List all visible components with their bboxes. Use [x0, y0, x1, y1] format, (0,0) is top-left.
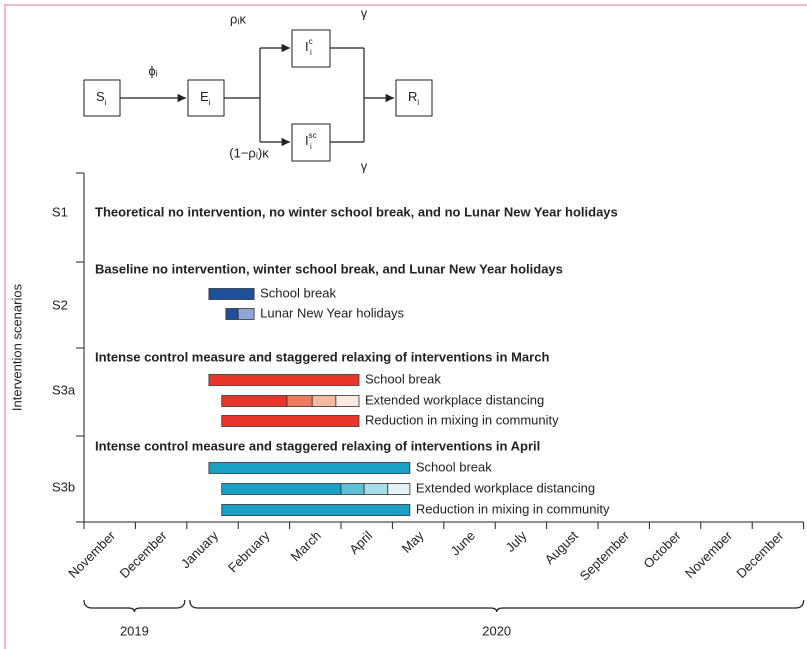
bar-segment: [221, 504, 411, 516]
bar-segment: [237, 308, 255, 320]
bar-segment: [340, 483, 365, 495]
edge-label: ϕᵢ: [148, 63, 157, 78]
connector: [330, 47, 365, 143]
scenario-title: Intense control measure and staggered re…: [95, 438, 540, 453]
bar-segment: [208, 462, 411, 474]
x-tick-label: November: [682, 527, 735, 580]
node-sub: i: [105, 98, 107, 107]
bar-segment: [208, 288, 255, 300]
node-label: Isc i: [305, 131, 317, 151]
node-sup: c: [309, 37, 313, 46]
bar-label: School break: [416, 459, 492, 474]
year-label: 2020: [482, 623, 511, 638]
x-tick-label: February: [225, 528, 273, 576]
bar-segment: [208, 374, 360, 386]
scenario-label: S3a: [52, 382, 76, 397]
bar-label: Reduction in mixing in community: [416, 501, 610, 516]
node-sub: i: [417, 98, 419, 107]
node-label: Ri: [408, 89, 419, 107]
node-label: Si: [96, 89, 107, 107]
x-tick-label: December: [733, 527, 786, 580]
bar-label: Reduction in mixing in community: [365, 412, 559, 427]
scenario-title: Baseline no intervention, winter school …: [95, 261, 563, 276]
year-label: 2019: [120, 623, 149, 638]
diagram: [83, 29, 433, 162]
node-base: I: [305, 133, 309, 148]
year-brace: [83, 599, 186, 613]
x-tick-label: October: [640, 527, 684, 571]
year-brace: [189, 599, 805, 613]
edge-label: γ: [361, 5, 368, 20]
x-tick-label: July: [502, 528, 529, 555]
edge-label: γ: [361, 158, 368, 173]
bar-segment: [387, 483, 411, 495]
bar-label: Lunar New Year holidays: [260, 305, 404, 320]
x-tick-label: September: [577, 527, 633, 583]
bar-segment: [335, 395, 360, 407]
connector: [224, 48, 261, 142]
bar-segment: [225, 308, 239, 320]
scenario-label: S1: [52, 204, 68, 219]
scenario-label: S2: [52, 297, 68, 312]
node-sup: sc: [309, 131, 317, 140]
node-sub: i: [310, 142, 312, 151]
node-sub: i: [310, 48, 312, 57]
bar-label: School break: [365, 371, 441, 386]
node-base: S: [96, 89, 105, 104]
x-tick-label: January: [178, 528, 222, 572]
node-box: [187, 79, 225, 117]
node-box: [395, 79, 433, 117]
x-tick-label: August: [542, 528, 581, 567]
node-box: [291, 29, 331, 68]
x-tick-label: March: [288, 528, 324, 564]
bar-label: Extended workplace distancing: [416, 480, 595, 495]
bar-segment: [221, 415, 360, 427]
node-label: Ic i: [305, 37, 313, 57]
scenario-title: Theoretical no intervention, no winter s…: [95, 204, 618, 219]
bar-label: School break: [260, 285, 336, 300]
bar-segment: [221, 395, 288, 407]
bar-segment: [221, 483, 342, 495]
node-sub: i: [209, 98, 211, 107]
x-tick-label: April: [346, 528, 375, 557]
bar-segment: [286, 395, 313, 407]
y-axis-label: Intervention scenarios: [9, 283, 24, 411]
node-label: Ei: [200, 89, 211, 107]
bar-segment: [363, 483, 389, 495]
node-base: R: [408, 89, 417, 104]
x-tick-label: May: [399, 528, 427, 556]
scenario-label: S3b: [52, 479, 75, 494]
edge-label: (1−ρᵢ)κ: [229, 145, 269, 160]
bar-label: Extended workplace distancing: [365, 392, 544, 407]
x-tick-label: November: [65, 527, 118, 580]
node-base: I: [305, 39, 309, 54]
edge-label: ρᵢκ: [230, 11, 246, 26]
bar-segment: [311, 395, 337, 407]
x-tick-label: December: [117, 527, 170, 580]
scenario-title: Intense control measure and staggered re…: [95, 349, 549, 364]
x-tick-label: June: [448, 528, 479, 559]
frame: [4, 4, 807, 649]
node-base: E: [200, 89, 209, 104]
